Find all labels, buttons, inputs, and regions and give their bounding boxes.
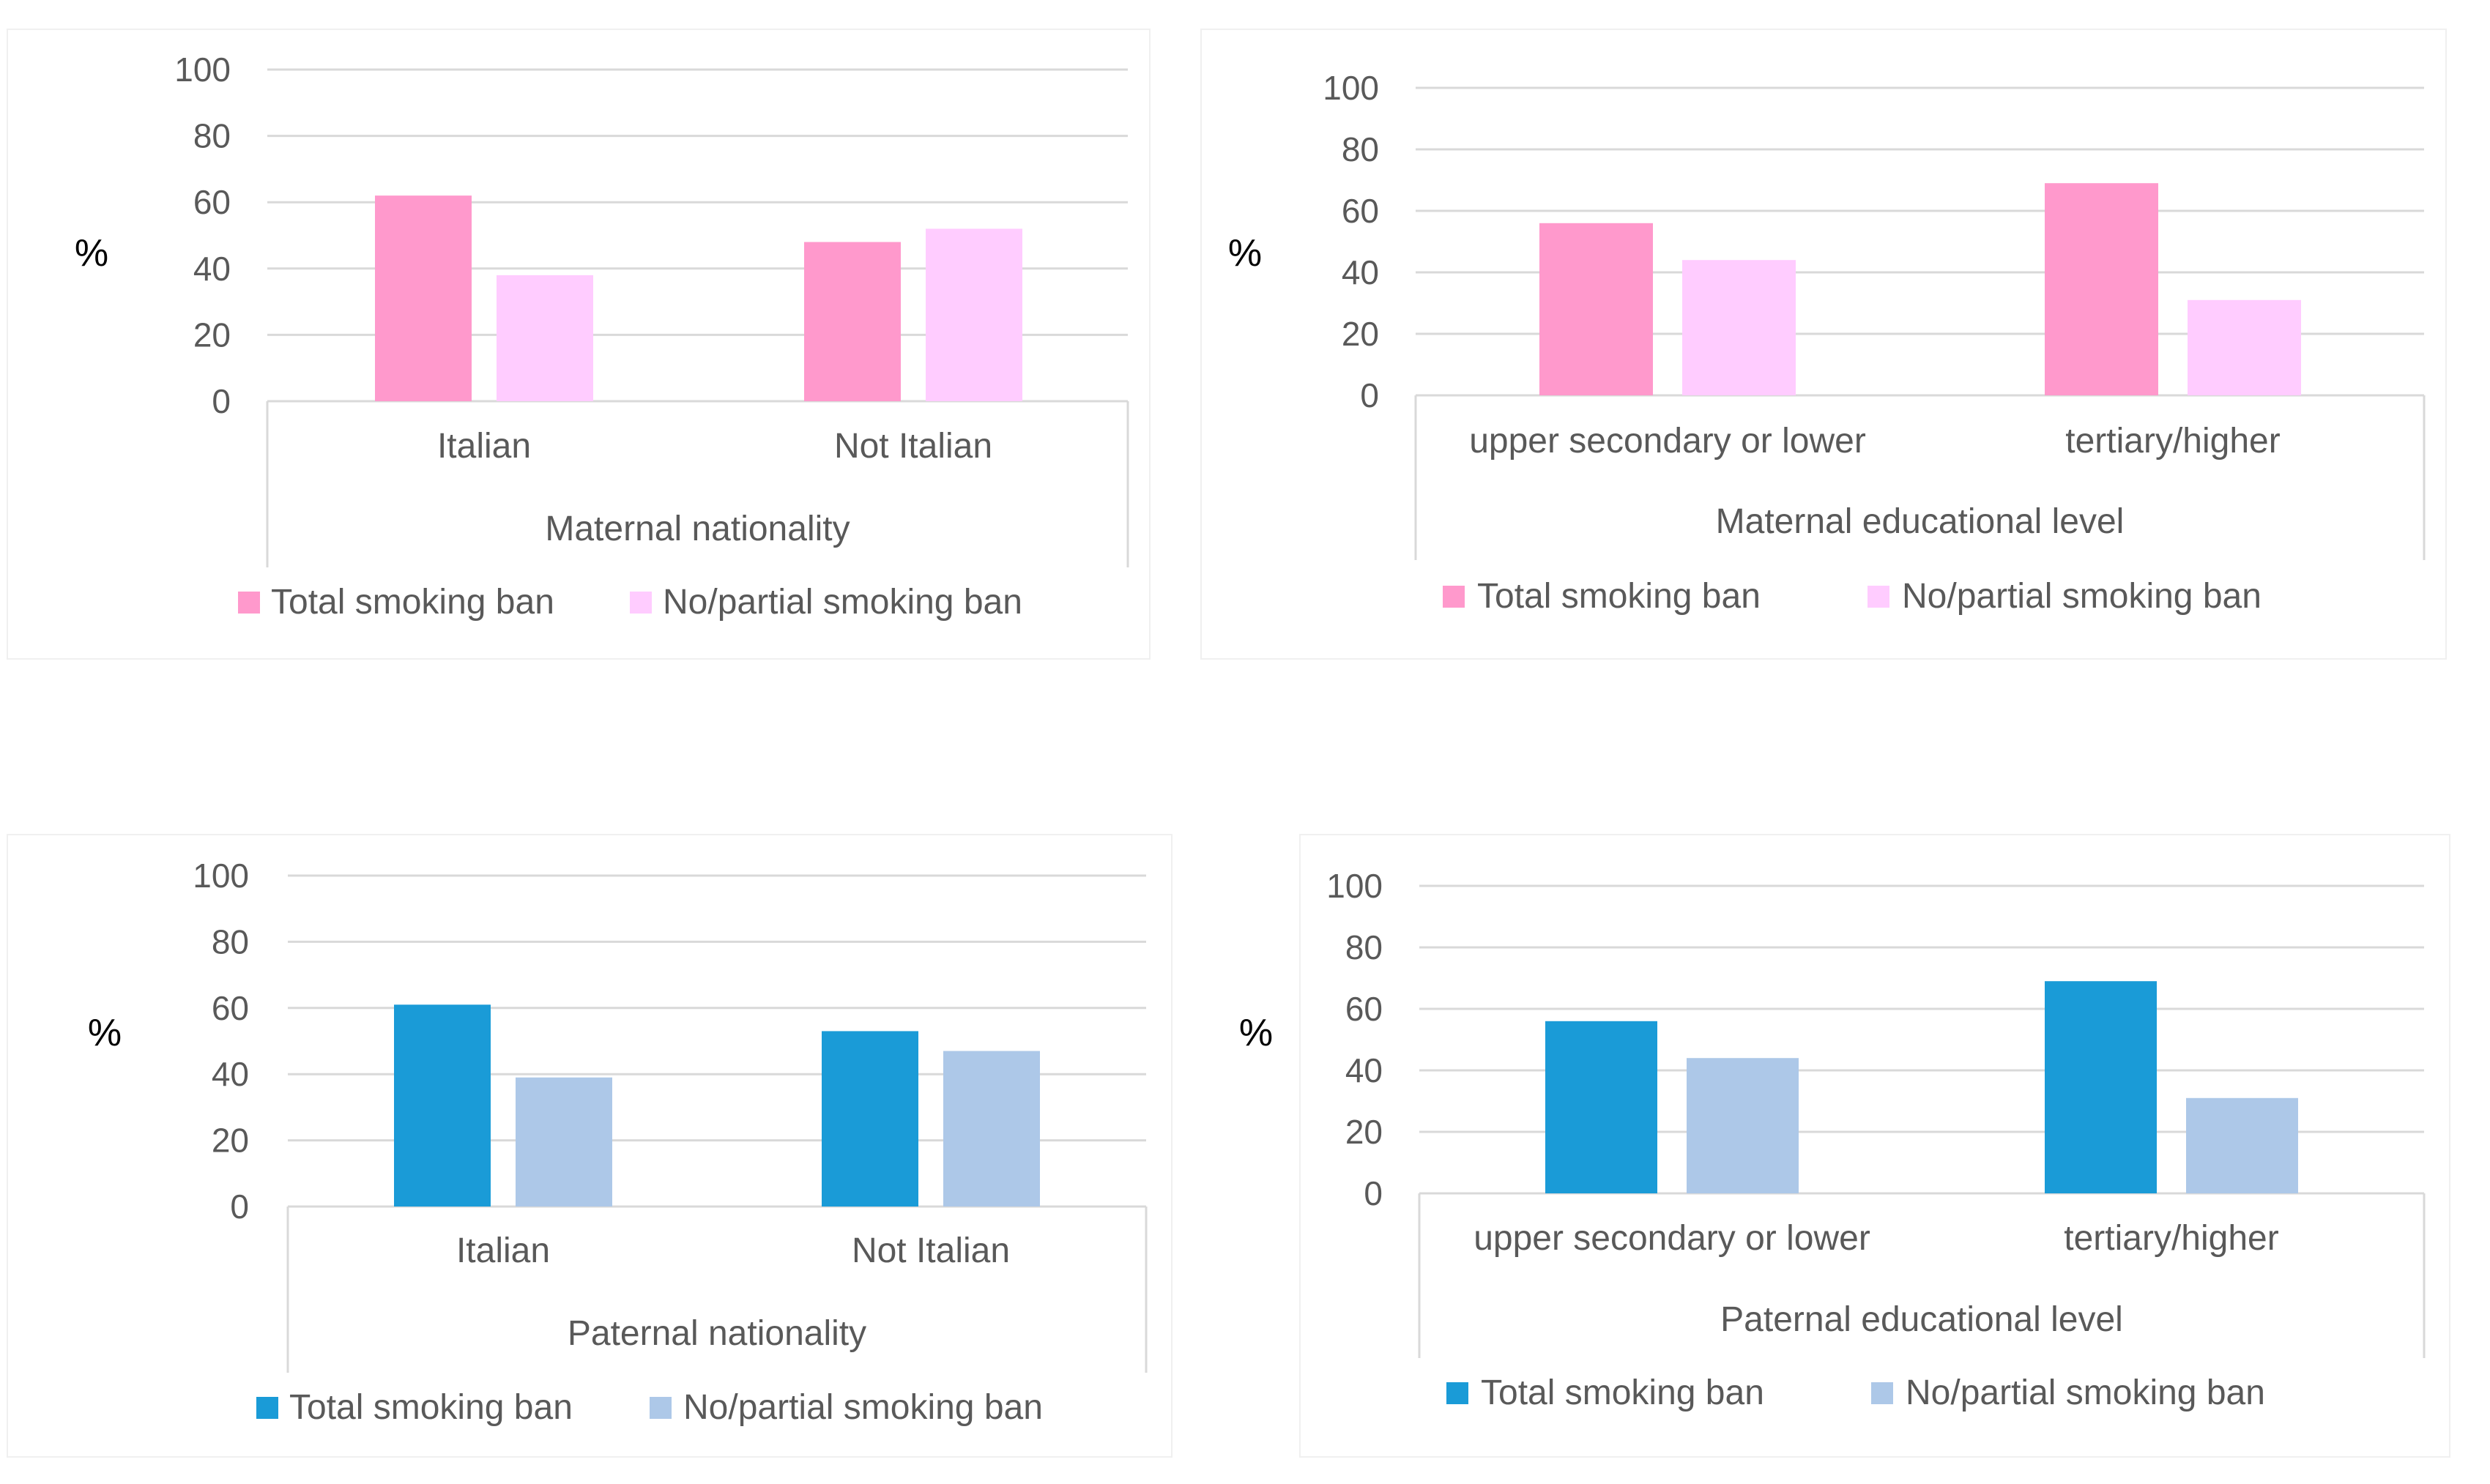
- panel-border: [7, 834, 1172, 1458]
- category-label: tertiary/higher: [2064, 1219, 2278, 1258]
- bar-partial-0: [1687, 1058, 1799, 1193]
- legend-label-total: Total smoking ban: [271, 583, 554, 622]
- panel-border: [1200, 29, 2447, 660]
- panel-border: [1299, 834, 2450, 1458]
- y-tick-label: 0: [212, 382, 231, 420]
- y-tick-label: 20: [1345, 1113, 1383, 1151]
- y-tick-label: 20: [1342, 315, 1379, 353]
- legend-swatch-partial: [650, 1397, 672, 1419]
- bar-partial-0: [497, 275, 593, 401]
- category-label: Italian: [456, 1231, 550, 1270]
- bar-partial-0: [516, 1077, 612, 1207]
- category-label: Not Italian: [852, 1231, 1010, 1270]
- legend-swatch-partial: [1867, 586, 1889, 608]
- y-axis-label: %: [1239, 1012, 1273, 1054]
- y-tick-label: 40: [193, 250, 231, 288]
- chart-paternal-education: 0 20 40 60 80 100% upper secondary or lower ter…: [1239, 834, 2450, 1458]
- chart-maternal-education: 0 20 40 60 80 100% upper secondary or lower ter…: [1200, 29, 2447, 660]
- y-tick-label: 100: [174, 51, 231, 89]
- x-axis-title: Paternal nationality: [568, 1314, 866, 1353]
- y-tick-label: 80: [193, 117, 231, 155]
- bar-partial-1: [2186, 1097, 2298, 1193]
- y-tick-label: 80: [212, 922, 249, 961]
- legend-label-partial: No/partial smoking ban: [683, 1388, 1043, 1427]
- y-tick-label: 40: [1345, 1051, 1383, 1089]
- x-axis-title: Paternal educational level: [1720, 1300, 2123, 1339]
- legend-label-partial: No/partial smoking ban: [1906, 1373, 2265, 1412]
- bar-total-0: [375, 195, 472, 401]
- category-label: upper secondary or lower: [1469, 422, 1866, 461]
- bar-total-0: [1545, 1021, 1657, 1193]
- y-tick-label: 40: [1342, 253, 1379, 291]
- bar-partial-0: [1682, 260, 1796, 395]
- legend-label-total: Total smoking ban: [1481, 1373, 1764, 1412]
- category-label: upper secondary or lower: [1473, 1219, 1870, 1258]
- y-tick-label: 100: [193, 857, 249, 895]
- y-tick-label: 80: [1345, 928, 1383, 966]
- bar-total-1: [2045, 981, 2157, 1193]
- y-axis-label: %: [88, 1012, 122, 1054]
- legend-swatch-total: [238, 592, 260, 614]
- chart-maternal-nationality: 0 20 40 60 80 100% Italian Not Italian Maternal …: [7, 29, 1151, 660]
- legend-swatch-total: [256, 1397, 278, 1419]
- y-tick-label: 60: [1342, 192, 1379, 230]
- legend-label-partial: No/partial smoking ban: [1902, 577, 2262, 616]
- y-tick-label: 100: [1326, 867, 1383, 905]
- legend-label-total: Total smoking ban: [289, 1388, 573, 1427]
- bar-partial-1: [926, 228, 1022, 401]
- bar-total-0: [1539, 223, 1653, 395]
- category-label: Not Italian: [834, 427, 992, 466]
- y-tick-label: 60: [212, 989, 249, 1027]
- legend-label-total: Total smoking ban: [1477, 577, 1761, 616]
- y-tick-label: 40: [212, 1055, 249, 1093]
- y-axis-label: %: [75, 232, 108, 275]
- chart-paternal-nationality: 0 20 40 60 80 100% Italian Not Italian Paternal …: [7, 834, 1172, 1458]
- bar-partial-1: [2188, 299, 2301, 395]
- y-tick-label: 60: [193, 183, 231, 221]
- x-axis-title: Maternal nationality: [545, 510, 850, 548]
- y-tick-label: 0: [230, 1187, 249, 1226]
- y-tick-label: 100: [1323, 69, 1379, 107]
- y-tick-label: 60: [1345, 990, 1383, 1028]
- category-label: tertiary/higher: [2065, 422, 2280, 461]
- legend-swatch-partial: [1871, 1382, 1893, 1404]
- bar-total-1: [804, 242, 901, 401]
- category-label: Italian: [437, 427, 531, 466]
- y-tick-label: 80: [1342, 130, 1379, 168]
- bar-total-0: [394, 1004, 491, 1207]
- panel-border: [7, 29, 1151, 660]
- bar-total-1: [822, 1031, 918, 1207]
- legend-swatch-total: [1443, 586, 1465, 608]
- bar-total-1: [2045, 183, 2158, 395]
- legend-swatch-partial: [630, 592, 652, 614]
- y-tick-label: 20: [193, 316, 231, 354]
- legend-label-partial: No/partial smoking ban: [663, 583, 1022, 622]
- legend-swatch-total: [1446, 1382, 1468, 1404]
- y-axis-label: %: [1228, 232, 1262, 275]
- x-axis-title: Maternal educational level: [1716, 502, 2125, 541]
- y-tick-label: 0: [1364, 1174, 1383, 1212]
- y-tick-label: 0: [1360, 376, 1379, 414]
- bar-partial-1: [943, 1051, 1040, 1207]
- y-tick-label: 20: [212, 1122, 249, 1160]
